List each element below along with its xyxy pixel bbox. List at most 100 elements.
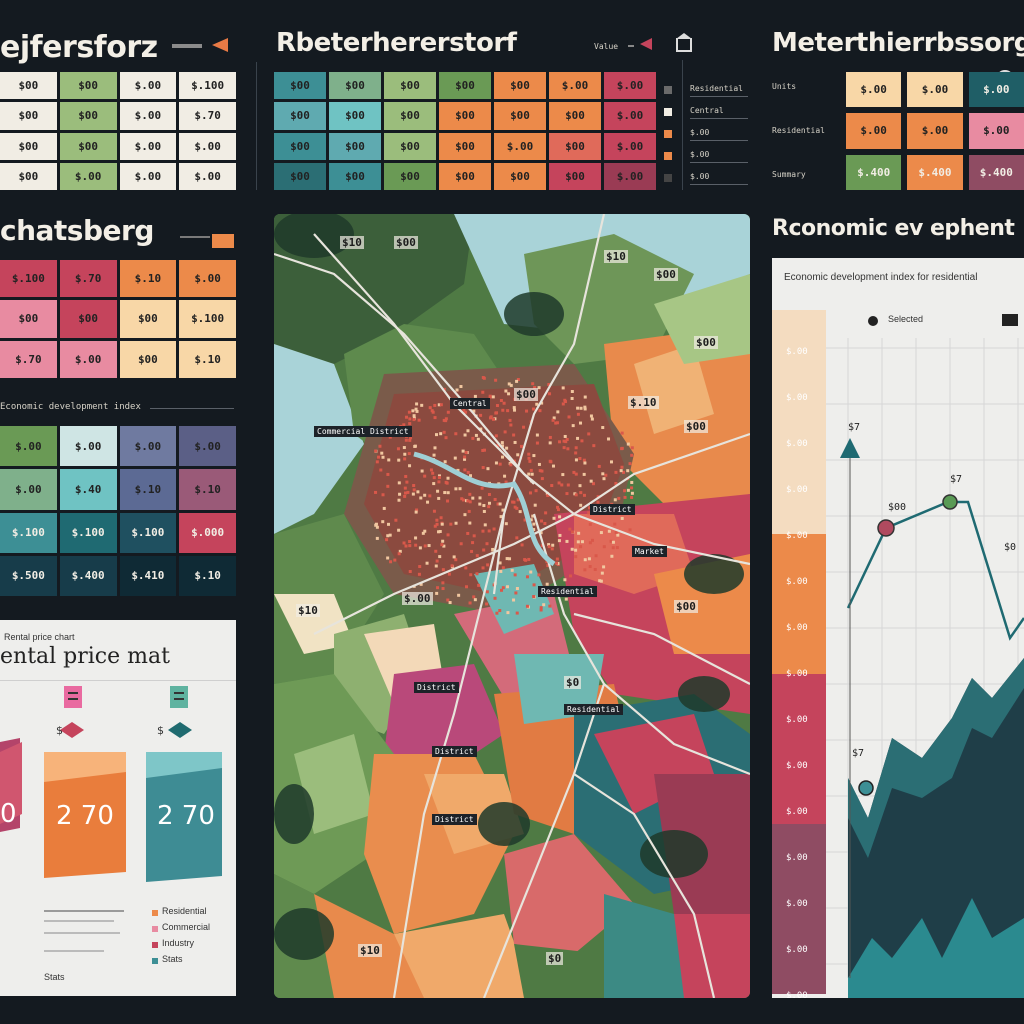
area-series-bottom bbox=[848, 898, 1024, 998]
rental-value-1: 2 70 bbox=[56, 801, 114, 831]
left-mid-table: $.100 $.70 $.10 $.00 $00 $00 $00 $.100 $.70 $.00 $… bbox=[0, 260, 236, 378]
map-price-label: $10 bbox=[296, 604, 320, 617]
ct-table-cell: $.00 bbox=[604, 132, 656, 160]
row-label: Residential bbox=[772, 126, 825, 135]
ll-table-cell: $.00 bbox=[0, 426, 57, 467]
map-district-label: District bbox=[432, 814, 477, 825]
map-district-label: District bbox=[414, 682, 459, 693]
footer-line bbox=[44, 932, 120, 934]
legend-label: $.00 bbox=[690, 150, 710, 159]
map-labels: $10 $00 $10 $00 $10 $00 $.10 $00 $00 $00 $10 $0 $.00… bbox=[274, 214, 750, 998]
lt-table-cell: $.70 bbox=[179, 102, 236, 130]
rt-table-cell: $.00 bbox=[968, 113, 1024, 149]
ll-table-cell: $.500 bbox=[0, 555, 57, 596]
footer-line bbox=[44, 920, 114, 922]
lm-table-cell: $00 bbox=[119, 340, 177, 378]
map-district-label: Central bbox=[450, 398, 490, 409]
lm-table-cell: $.10 bbox=[119, 260, 177, 298]
map-price-label: $10 bbox=[358, 944, 382, 957]
ct-table-cell: $.00 bbox=[604, 102, 656, 130]
divider bbox=[0, 680, 236, 681]
lm-table-cell: $.100 bbox=[179, 300, 236, 338]
ct-table-cell: $00 bbox=[384, 162, 436, 190]
data-point bbox=[858, 780, 874, 796]
point-label: $7 bbox=[950, 474, 962, 485]
rt-table-cell: $.400 bbox=[968, 154, 1024, 190]
legend-swatch bbox=[212, 234, 234, 248]
ll-table-cell: $.40 bbox=[59, 469, 117, 510]
map-price-label: $.10 bbox=[628, 396, 659, 409]
right-top-table: $.00 $.00 $.00 $.00 $.00 $.00 $.400 $.400 $.400 bbox=[846, 72, 1024, 190]
map-price-label: $10 bbox=[340, 236, 364, 249]
ct-table-cell: $00 bbox=[439, 72, 491, 100]
footer-swatch bbox=[152, 942, 158, 948]
y-tick-label: $.00 bbox=[786, 669, 808, 679]
y-tick-label: $.00 bbox=[786, 623, 808, 633]
y-tick-label: $.00 bbox=[786, 577, 808, 587]
map-price-label: $10 bbox=[604, 250, 628, 263]
axis-strip bbox=[772, 824, 826, 994]
diamond-icon bbox=[168, 722, 192, 738]
footer-label: Stats bbox=[162, 954, 183, 964]
ct-table-cell: $00 bbox=[274, 132, 326, 160]
city-map[interactable]: $10 $00 $10 $00 $10 $00 $.10 $00 $00 $00 $10 $0 $.00… bbox=[274, 214, 750, 998]
ct-table-cell: $00 bbox=[439, 132, 491, 160]
ct-table-cell: $00 bbox=[549, 132, 601, 160]
y-tick-label: $.00 bbox=[786, 853, 808, 863]
lt-table-cell: $00 bbox=[59, 72, 117, 100]
rental-card: Rental price chart ental price mat $ $ 0… bbox=[0, 620, 236, 996]
point-label: $7 bbox=[852, 748, 864, 759]
ct-table-cell: $.00 bbox=[604, 162, 656, 190]
footer-line bbox=[44, 910, 124, 912]
ct-table-cell: $00 bbox=[329, 132, 381, 160]
point-label: $0 bbox=[1004, 542, 1016, 553]
legend-label: Residential bbox=[690, 84, 743, 93]
ll-table-cell: $.400 bbox=[59, 555, 117, 596]
lt-table-cell: $00 bbox=[0, 132, 57, 160]
y-tick-label: $.00 bbox=[786, 485, 808, 495]
map-district-label: District bbox=[590, 504, 635, 515]
ct-table-cell: $00 bbox=[494, 162, 546, 190]
ct-table-cell: $.00 bbox=[494, 132, 546, 160]
rt-table-cell: $.400 bbox=[907, 154, 963, 190]
lt-table-cell: $00 bbox=[59, 102, 117, 130]
data-point bbox=[877, 519, 895, 537]
y-tick-label: $.00 bbox=[786, 807, 808, 817]
y-tick-label: $.00 bbox=[786, 899, 808, 909]
ll-table-cell: $.100 bbox=[0, 512, 57, 553]
right-top-row-labels: Units Residential Summary bbox=[772, 72, 842, 190]
home-icon bbox=[676, 38, 692, 52]
ct-table-cell: $00 bbox=[549, 102, 601, 130]
lt-table-cell: $.00 bbox=[119, 102, 177, 130]
ct-table-cell: $00 bbox=[439, 102, 491, 130]
ct-table-cell: $00 bbox=[329, 72, 381, 100]
y-tick-label: $.00 bbox=[786, 393, 808, 403]
y-tick-label: $.00 bbox=[786, 715, 808, 725]
ct-table-cell: $00 bbox=[494, 102, 546, 130]
ct-table-cell: $00 bbox=[274, 162, 326, 190]
lm-table-cell: $.100 bbox=[0, 260, 57, 298]
map-district-label: Residential bbox=[564, 704, 623, 715]
ll-table-cell: $.000 bbox=[179, 512, 236, 553]
lt-table-cell: $.00 bbox=[59, 162, 117, 190]
ct-table-cell: $00 bbox=[329, 162, 381, 190]
diamond-icon bbox=[60, 722, 84, 738]
rt-table-cell: $.00 bbox=[907, 113, 963, 149]
arrow-icon bbox=[212, 38, 228, 52]
lm-table-cell: $.70 bbox=[59, 260, 117, 298]
right-top-title: Meterthierrbssorg bbox=[772, 28, 1024, 58]
rt-table-cell: $.400 bbox=[846, 154, 902, 190]
rental-small-header: Rental price chart bbox=[4, 632, 75, 642]
lt-table-cell: $00 bbox=[0, 102, 57, 130]
lm-table-cell: $.70 bbox=[0, 340, 57, 378]
ct-table-cell: $00 bbox=[384, 132, 436, 160]
point-label: $7 bbox=[848, 422, 860, 433]
lt-table-cell: $00 bbox=[0, 72, 57, 100]
divider bbox=[150, 408, 234, 409]
ll-table-cell: $.410 bbox=[119, 555, 177, 596]
left-mid-subtitle: Economic development index bbox=[0, 402, 141, 412]
lt-table-cell: $.100 bbox=[179, 72, 236, 100]
footer-label: Stats bbox=[44, 972, 65, 982]
map-price-label: $00 bbox=[694, 336, 718, 349]
map-price-label: $00 bbox=[674, 600, 698, 613]
